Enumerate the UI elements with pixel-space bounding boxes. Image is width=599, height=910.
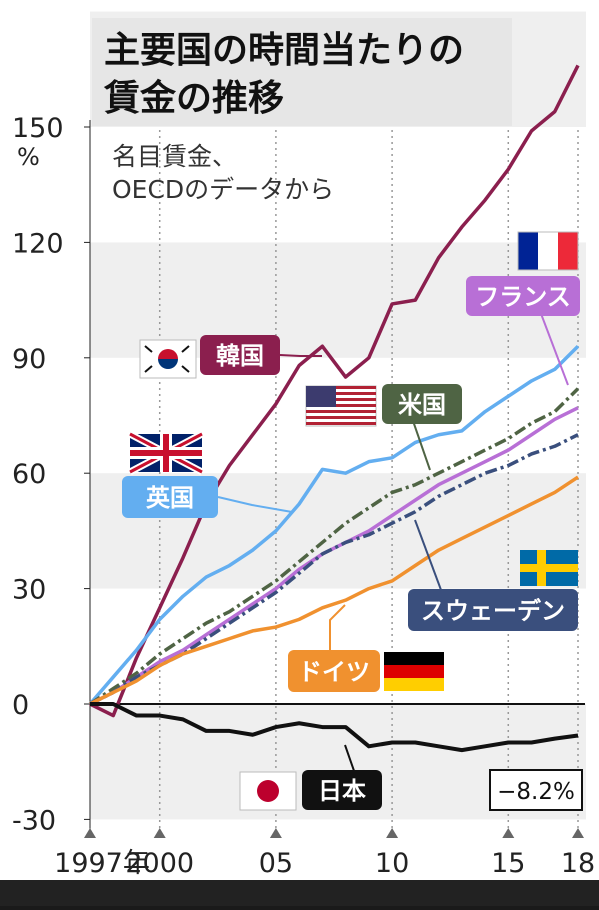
y-unit-label: % [17, 143, 40, 171]
sweden-leader [414, 519, 445, 599]
series-line-france [89, 406, 579, 706]
series-line-germany [89, 475, 579, 706]
note-line2: OECDのデータから [112, 175, 334, 204]
japan-label-box [302, 770, 382, 810]
germany-flag-icon [384, 652, 444, 691]
korea-label-box [200, 335, 280, 375]
uk-label-box [122, 476, 218, 518]
x-tick-marker [386, 828, 399, 838]
note-line1: 名目賃金、 [112, 142, 237, 171]
us-label: 米国 [398, 391, 446, 419]
korea-flag-icon [139, 339, 197, 379]
sweden-label: スウェーデン [421, 597, 565, 625]
japan-value-label: −8.2% [497, 779, 575, 805]
chart-title-line2: 賃金の推移 [103, 77, 284, 119]
uk-leader [217, 496, 293, 513]
x-tick-label: 2000 [125, 848, 194, 879]
us-flag-icon [305, 385, 377, 427]
chart-title-line1: 主要国の時間当たりの [104, 30, 464, 71]
bottom-bar [0, 880, 599, 906]
y-tick-label: -30 [12, 805, 56, 836]
series-line-japan [90, 702, 579, 753]
x-tick-label: 10 [375, 848, 409, 879]
x-tick-marker [153, 828, 166, 838]
germany-leader [329, 604, 346, 662]
x-tick-marker [84, 828, 96, 838]
france-flag-icon [517, 231, 579, 271]
japan-flag-icon [239, 771, 297, 811]
title-box [92, 18, 512, 126]
germany-label-box [288, 650, 380, 692]
x-tick-label: 05 [259, 848, 293, 879]
uk-label: 英国 [146, 484, 194, 512]
y-tick-label: 60 [12, 459, 46, 490]
korea-leader [279, 354, 322, 357]
x-tick-label: 18 [561, 848, 595, 879]
y-tick-label: 90 [12, 344, 46, 375]
japan-value-box [489, 769, 583, 811]
france-label-box [466, 276, 580, 316]
germany-label: ドイツ [298, 658, 370, 686]
france-leader [539, 310, 569, 386]
sweden-label-box [408, 589, 578, 631]
france-label: フランス [475, 283, 571, 311]
x-tick-marker [502, 828, 515, 838]
series-line-uk [88, 345, 580, 706]
series-lines [88, 64, 580, 753]
uk-flag-icon [128, 430, 204, 476]
series-labels: 韓国 英国 米国 フランス スウェーデン ドイツ 日本 −8.2% [122, 276, 583, 811]
y-tick-label: 120 [12, 228, 64, 259]
x-tick-label: 1997年 [54, 848, 150, 879]
sweden-flag-icon [520, 550, 578, 586]
us-leader [411, 417, 431, 471]
y-tick-label: 0 [12, 690, 29, 721]
y-tick-label: 30 [12, 575, 46, 606]
y-tick-label: 150 [12, 113, 64, 144]
leader-lines [217, 310, 569, 789]
japan-label: 日本 [318, 777, 366, 805]
y-tick-labels: 150 120 90 60 30 0 -30 [12, 113, 90, 836]
series-line-korea [89, 64, 580, 718]
korea-label: 韓国 [216, 342, 264, 370]
x-tick-marker [572, 828, 584, 838]
x-tick-marker [269, 828, 282, 838]
x-tick-label: 15 [491, 848, 525, 879]
series-line-us [89, 387, 580, 706]
us-label-box [382, 384, 462, 424]
